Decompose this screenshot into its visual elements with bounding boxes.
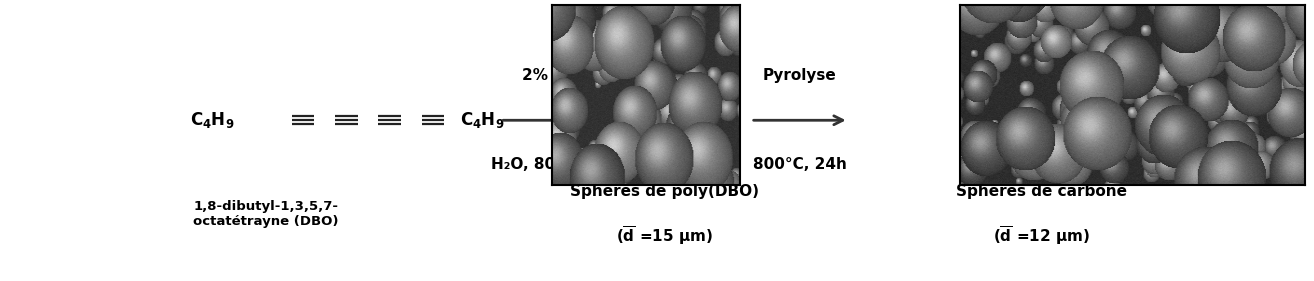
Text: 2% PVA: 2% PVA [522, 69, 587, 83]
Text: Sphères de poly(DBO): Sphères de poly(DBO) [570, 183, 759, 199]
Text: 1,8-dibutyl-1,3,5,7-
octatétrayne (DBO): 1,8-dibutyl-1,3,5,7- octatétrayne (DBO) [193, 200, 339, 228]
Text: ($\mathbf{\overline{d}}$ =15 μm): ($\mathbf{\overline{d}}$ =15 μm) [616, 224, 714, 246]
Text: Pyrolyse: Pyrolyse [763, 69, 837, 83]
Text: ($\mathbf{\overline{d}}$ =12 μm): ($\mathbf{\overline{d}}$ =12 μm) [993, 224, 1091, 246]
Text: Sphères de carbone: Sphères de carbone [957, 183, 1127, 199]
Text: $\mathbf{C_4H_9}$: $\mathbf{C_4H_9}$ [189, 110, 234, 130]
Text: 800°C, 24h: 800°C, 24h [753, 157, 846, 172]
Text: $\mathbf{C_4H_9}$: $\mathbf{C_4H_9}$ [460, 110, 505, 130]
Text: H₂O, 80°C, 48h: H₂O, 80°C, 48h [491, 157, 618, 172]
